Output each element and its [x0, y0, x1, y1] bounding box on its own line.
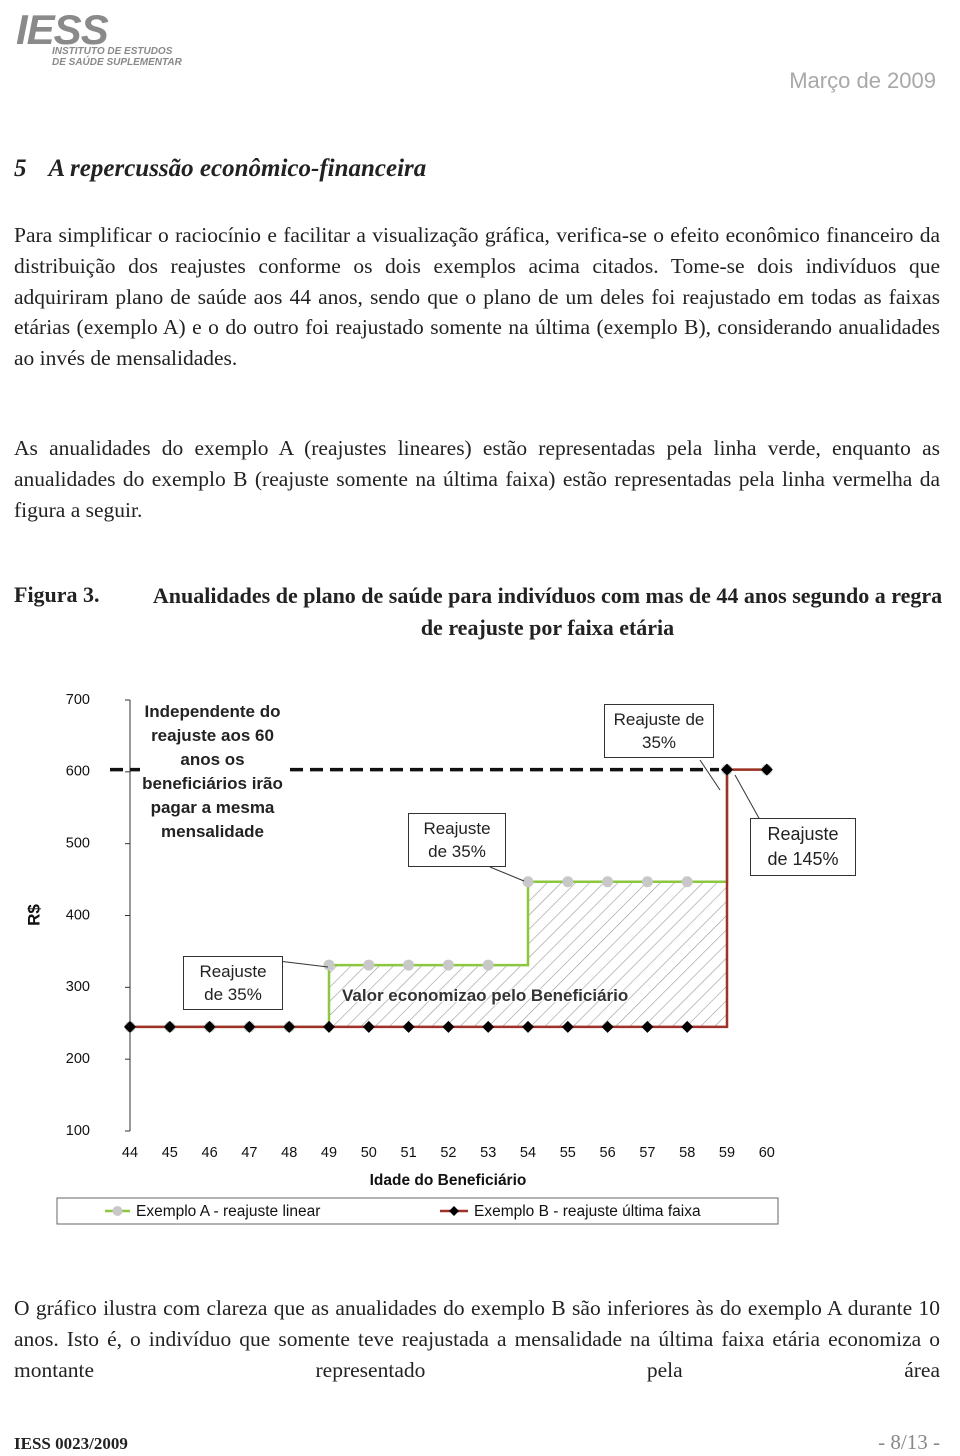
marker — [641, 876, 653, 888]
marker — [203, 1020, 216, 1033]
annotation: Independente do reajuste aos 60 anos os … — [140, 700, 285, 844]
logo-line: DE SAÚDE SUPLEMENTAR — [52, 57, 182, 68]
legend — [56, 1197, 779, 1225]
x-tick-label: 45 — [162, 1145, 178, 1161]
x-tick-label: 56 — [600, 1145, 616, 1161]
x-tick-label: 51 — [401, 1145, 417, 1161]
y-tick-label: 500 — [66, 835, 90, 851]
section-number: 5 — [14, 155, 27, 182]
marker — [362, 1020, 375, 1033]
callout: Reajuste de 145% — [750, 818, 856, 876]
x-tick-label: 53 — [480, 1145, 496, 1161]
marker — [442, 959, 454, 971]
x-tick-label: 55 — [560, 1145, 576, 1161]
figure-caption: Anualidades de plano de saúde para indiv… — [152, 583, 943, 640]
x-tick-label: 49 — [321, 1145, 337, 1161]
y-tick-label: 700 — [66, 692, 90, 708]
y-tick-label: 100 — [66, 1123, 90, 1139]
marker — [681, 876, 693, 888]
logo-subtitle: INSTITUTO DE ESTUDOS DE SAÚDE SUPLEMENTAR — [52, 46, 182, 68]
marker — [124, 1020, 136, 1033]
paragraph: O gráfico ilustra com clareza que as anu… — [14, 1296, 940, 1382]
x-tick-label: 50 — [361, 1145, 377, 1161]
callout: Reajuste de 35% — [408, 813, 506, 867]
x-tick-label: 54 — [520, 1145, 536, 1161]
marker — [760, 763, 773, 776]
marker — [602, 876, 614, 888]
marker — [681, 1020, 694, 1033]
marker — [442, 1020, 455, 1033]
callout-pointer — [699, 759, 721, 791]
callout: Reajuste de 35% — [604, 704, 714, 758]
series-line — [130, 768, 767, 1029]
marker — [402, 1020, 415, 1033]
legend-marker — [449, 1206, 459, 1216]
y-axis-label: R$ — [24, 904, 43, 926]
x-tick-label: 58 — [679, 1145, 695, 1161]
marker — [601, 1020, 614, 1033]
section-title: A repercussão econômico-financeira — [48, 155, 427, 182]
x-tick-label: 57 — [639, 1145, 655, 1161]
marker — [641, 1020, 654, 1033]
marker — [522, 876, 534, 888]
x-tick-label: 60 — [759, 1145, 775, 1161]
callout-pointer — [734, 774, 761, 821]
marker — [522, 1020, 534, 1033]
marker — [363, 959, 375, 971]
paragraph: Para simplificar o raciocínio e facilita… — [14, 223, 940, 371]
x-tick-label: 46 — [202, 1145, 218, 1161]
x-axis-label: Idade do Beneficiário — [370, 1172, 527, 1189]
marker — [163, 1020, 176, 1033]
y-tick-label: 400 — [66, 907, 90, 923]
marker — [561, 1020, 574, 1033]
marker — [323, 959, 335, 971]
marker — [283, 1020, 296, 1033]
callout-pointer — [489, 866, 525, 882]
marker — [482, 1020, 495, 1033]
logo: IESS — [16, 6, 109, 53]
legend-marker — [112, 1206, 123, 1216]
marker — [243, 1020, 256, 1033]
callout: Reajuste de 35% — [183, 956, 283, 1010]
x-tick-label: 48 — [281, 1145, 297, 1161]
marker — [562, 876, 574, 888]
chart: 100 200 300 400 500 600 700 44 45 46 47 48 49 50 51 52 5… — [24, 692, 779, 1225]
y-tick-label: 200 — [66, 1051, 90, 1067]
legend-label: Exemplo B - reajuste última faixa — [474, 1203, 701, 1220]
marker — [482, 959, 494, 971]
marker — [721, 763, 733, 776]
x-tick-label: 47 — [241, 1145, 257, 1161]
area-label: Valor economizao pelo Beneficiário — [342, 986, 629, 1005]
header-date: Março de 2009 — [789, 68, 936, 93]
paragraph: As anualidades do exemplo A (reajustes l… — [14, 436, 940, 522]
legend-label: Exemplo A - reajuste linear — [136, 1203, 320, 1220]
footer-page: - 8/13 - — [878, 1430, 940, 1454]
marker — [323, 1020, 335, 1033]
y-tick-label: 600 — [66, 764, 90, 780]
footer-id: IESS 0023/2009 — [14, 1434, 128, 1453]
x-tick-label: 59 — [719, 1145, 735, 1161]
x-tick-label: 52 — [440, 1145, 456, 1161]
logo-line: INSTITUTO DE ESTUDOS — [52, 46, 173, 57]
y-tick-label: 300 — [66, 979, 90, 995]
figure-label: Figura 3. — [14, 582, 100, 607]
section-heading: 5 A repercussão econômico-financeira — [14, 155, 448, 183]
x-tick-label: 44 — [122, 1145, 138, 1161]
marker — [403, 959, 415, 971]
